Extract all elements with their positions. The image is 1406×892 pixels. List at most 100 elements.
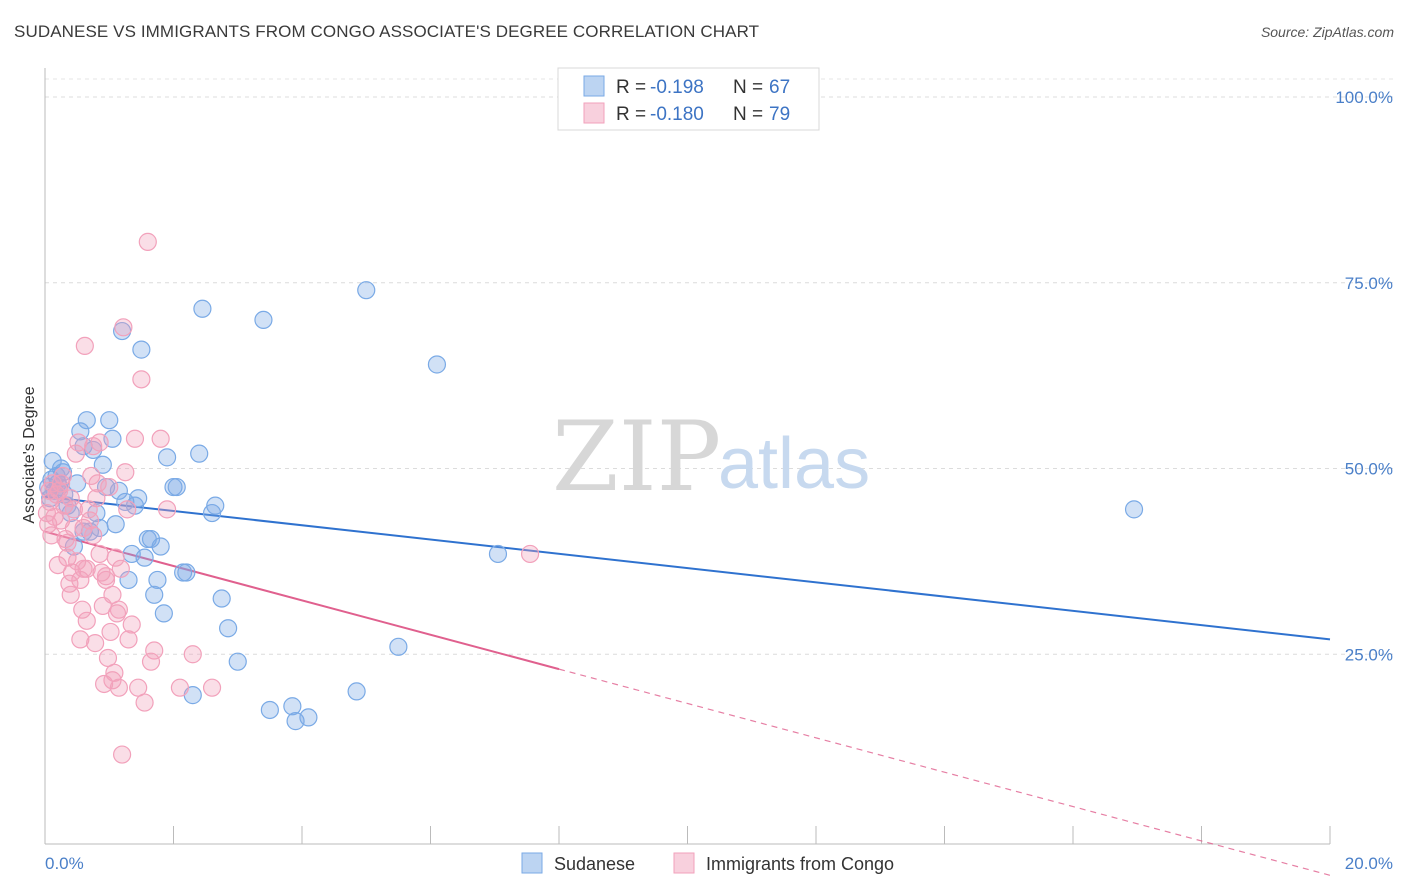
x-tick-label: 0.0% <box>45 854 84 873</box>
point-sudanese <box>157 448 177 467</box>
bottom-legend-swatch <box>673 852 695 874</box>
point-congo <box>61 489 80 508</box>
point-congo <box>53 466 73 486</box>
point-congo <box>58 548 77 567</box>
point-sudanese <box>71 422 90 441</box>
point-congo <box>55 496 74 515</box>
legend-r-label: R = <box>616 104 646 125</box>
point-congo <box>112 745 132 764</box>
point-sudanese <box>427 355 447 374</box>
x-tick-label: 20.0% <box>1345 854 1393 873</box>
y-tick-label: 75.0% <box>1345 274 1393 293</box>
point-congo <box>118 500 137 519</box>
point-congo <box>68 552 87 571</box>
point-sudanese <box>260 700 279 720</box>
y-tick-label: 50.0% <box>1345 460 1393 479</box>
trendline-congo <box>44 530 560 671</box>
legend-r-value: -0.180 <box>650 104 704 125</box>
legend-n-label: N = <box>733 104 763 125</box>
point-congo <box>51 474 71 493</box>
tick-labels: 100.0% 75.0% 50.0% 25.0% 0.0% 20.0% <box>45 88 1393 873</box>
point-congo <box>64 500 84 519</box>
legend-r-value: -0.198 <box>650 77 704 98</box>
point-sudanese <box>212 589 231 608</box>
bottom-legend-label: Sudanese <box>554 854 635 874</box>
point-congo <box>100 477 119 497</box>
point-congo <box>135 693 154 712</box>
point-congo <box>73 600 92 619</box>
legend-n-value: 79 <box>769 104 790 125</box>
point-sudanese <box>219 619 238 638</box>
point-congo <box>48 555 67 575</box>
point-sudanese <box>299 708 318 727</box>
legend-n-value: 67 <box>769 77 790 98</box>
point-congo <box>61 585 80 604</box>
point-congo <box>69 433 88 452</box>
y-tick-label: 100.0% <box>1335 88 1393 107</box>
point-congo <box>80 511 100 530</box>
point-congo <box>170 678 190 697</box>
point-congo <box>105 663 124 682</box>
point-congo <box>157 500 177 519</box>
point-congo <box>520 544 540 564</box>
point-congo <box>109 678 128 697</box>
watermark-zip: ZIP <box>552 401 721 513</box>
point-sudanese <box>357 281 376 300</box>
point-sudanese <box>141 529 161 549</box>
y-axis-label: Associate's Degree <box>21 386 38 523</box>
point-congo <box>122 615 141 634</box>
point-congo <box>141 652 161 671</box>
trendlines <box>44 495 1331 876</box>
point-sudanese <box>488 544 508 564</box>
point-congo <box>90 433 109 452</box>
point-congo <box>84 526 103 545</box>
point-sudanese <box>93 455 112 474</box>
point-congo <box>86 634 105 653</box>
point-congo <box>109 600 128 619</box>
point-congo <box>116 463 135 482</box>
point-sudanese <box>193 299 212 318</box>
point-sudanese <box>1124 500 1144 519</box>
legend-swatch <box>583 102 605 124</box>
watermark-atlas: atlas <box>718 424 870 504</box>
point-sudanese <box>206 496 225 515</box>
point-sudanese <box>77 411 96 430</box>
data-points <box>37 232 1144 764</box>
point-congo <box>151 429 170 448</box>
bottom-legend: Sudanese Immigrants from Congo <box>521 852 894 874</box>
point-congo <box>75 336 94 356</box>
bottom-legend-label: Immigrants from Congo <box>706 854 894 874</box>
point-sudanese <box>148 570 167 590</box>
point-sudanese <box>154 604 173 623</box>
bottom-legend-swatch <box>521 852 543 874</box>
point-sudanese <box>190 444 209 463</box>
point-sudanese <box>177 563 196 582</box>
point-congo <box>119 630 138 649</box>
point-congo <box>145 641 164 660</box>
point-congo <box>58 533 77 552</box>
point-congo <box>66 444 85 463</box>
point-sudanese <box>228 652 247 671</box>
point-congo <box>71 570 90 590</box>
point-congo <box>103 671 122 690</box>
trendline-sudanese <box>44 495 1331 641</box>
point-congo <box>77 559 96 578</box>
point-congo <box>77 611 96 630</box>
point-congo <box>132 370 151 389</box>
point-congo <box>74 518 93 538</box>
point-congo <box>42 526 61 545</box>
point-sudanese <box>106 515 125 534</box>
point-sudanese <box>109 481 128 500</box>
point-congo <box>82 466 101 486</box>
trendline-extension <box>558 668 1331 876</box>
grid <box>45 78 1393 655</box>
point-congo <box>88 474 107 493</box>
point-sudanese <box>347 682 366 701</box>
legend-swatch <box>583 75 605 97</box>
point-congo <box>87 489 106 508</box>
point-sudanese <box>132 340 151 359</box>
point-congo <box>183 645 202 664</box>
legend-n-label: N = <box>733 77 763 98</box>
point-sudanese <box>100 411 119 430</box>
